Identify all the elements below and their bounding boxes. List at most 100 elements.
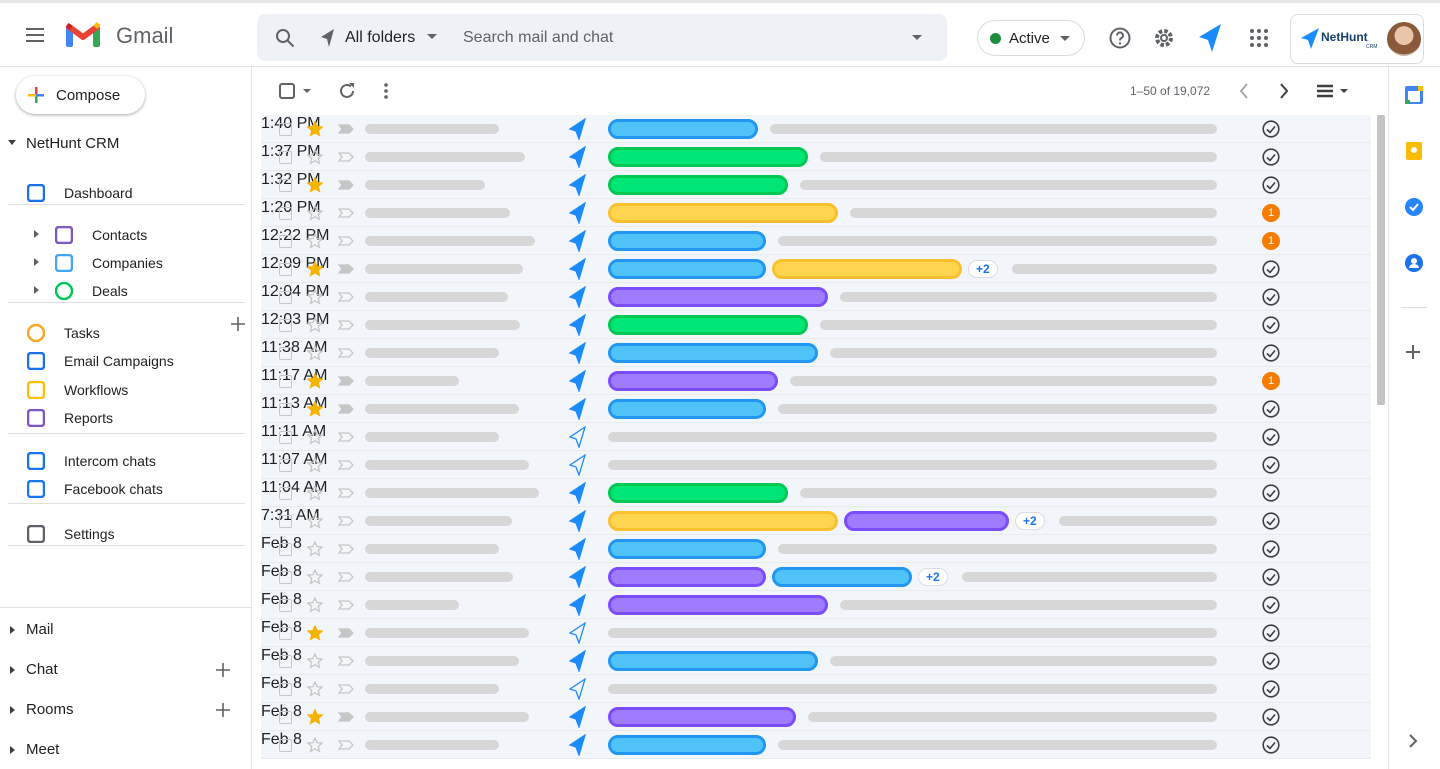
mail-row[interactable]: +2 Feb 8 — [261, 563, 1371, 591]
star[interactable] — [307, 289, 323, 305]
star[interactable] — [307, 121, 323, 137]
mail-row[interactable]: Feb 8 — [261, 703, 1371, 731]
importance-marker[interactable] — [338, 460, 354, 470]
star[interactable] — [307, 205, 323, 221]
row-checkbox[interactable] — [279, 459, 292, 472]
folder-select[interactable]: All folders — [345, 29, 416, 46]
scrollbar[interactable] — [1377, 115, 1385, 405]
settings-icon[interactable] — [1152, 26, 1176, 50]
star[interactable] — [307, 569, 323, 585]
tag-pill[interactable] — [772, 259, 962, 279]
nav-item[interactable]: Facebook chats — [64, 481, 163, 497]
importance-marker[interactable] — [338, 376, 354, 386]
tag-pill[interactable] — [608, 735, 766, 755]
expand-arrow[interactable] — [10, 746, 16, 754]
mail-row[interactable]: 11:38 AM — [261, 339, 1371, 367]
gmail-logo[interactable] — [65, 20, 101, 48]
add-addon[interactable] — [1406, 345, 1420, 359]
importance-marker[interactable] — [338, 544, 354, 554]
crm-icon[interactable] — [569, 286, 587, 308]
mail-row[interactable]: +2 12:09 PM — [261, 255, 1371, 283]
star[interactable] — [307, 233, 323, 249]
importance-marker[interactable] — [338, 656, 354, 666]
row-checkbox[interactable] — [279, 655, 292, 668]
nav-item[interactable]: Workflows — [64, 382, 129, 398]
nav-item[interactable]: Reports — [64, 410, 114, 426]
mail-row[interactable]: 1 11:17 AM — [261, 367, 1371, 395]
row-checkbox[interactable] — [279, 711, 292, 724]
star[interactable] — [307, 485, 323, 501]
tag-pill[interactable] — [608, 203, 838, 223]
crm-icon[interactable] — [569, 426, 587, 448]
nav-item[interactable]: Settings — [64, 526, 115, 542]
row-checkbox[interactable] — [279, 627, 292, 640]
importance-marker[interactable] — [338, 572, 354, 582]
search-placeholder[interactable]: Search mail and chat — [463, 29, 614, 46]
nav-item[interactable]: Contacts — [92, 227, 148, 243]
star[interactable] — [307, 429, 323, 445]
importance-marker[interactable] — [338, 488, 354, 498]
tag-pill[interactable] — [608, 287, 828, 307]
tag-pill[interactable] — [608, 707, 796, 727]
calendar-icon[interactable] — [1404, 85, 1424, 105]
add-button[interactable] — [231, 317, 245, 331]
more-tags[interactable]: +2 — [1015, 512, 1045, 530]
nav-item[interactable]: Companies — [92, 255, 163, 271]
mail-row[interactable]: Feb 8 — [261, 619, 1371, 647]
mail-row[interactable]: 1 1:20 PM — [261, 199, 1371, 227]
row-checkbox[interactable] — [279, 263, 292, 276]
star[interactable] — [307, 625, 323, 641]
star[interactable] — [307, 149, 323, 165]
tag-pill[interactable] — [608, 175, 788, 195]
importance-marker[interactable] — [338, 712, 354, 722]
tag-pill[interactable] — [608, 315, 808, 335]
nethunt-icon[interactable] — [1197, 23, 1223, 53]
row-checkbox[interactable] — [279, 571, 292, 584]
avatar[interactable] — [1387, 22, 1421, 56]
row-checkbox[interactable] — [279, 123, 292, 136]
importance-marker[interactable] — [338, 236, 354, 246]
section-header[interactable]: Rooms — [26, 701, 74, 718]
row-checkbox[interactable] — [279, 151, 292, 164]
crm-icon[interactable] — [569, 230, 587, 252]
mail-row[interactable]: Feb 8 — [261, 647, 1371, 675]
mail-row[interactable]: 11:04 AM — [261, 479, 1371, 507]
star[interactable] — [307, 737, 323, 753]
row-checkbox[interactable] — [279, 543, 292, 556]
mail-row[interactable]: 11:11 AM — [261, 423, 1371, 451]
nav-item[interactable]: Intercom chats — [64, 453, 156, 469]
tag-pill[interactable] — [608, 343, 818, 363]
importance-marker[interactable] — [338, 152, 354, 162]
importance-marker[interactable] — [338, 264, 354, 274]
section-title[interactable]: NetHunt CRM — [26, 135, 120, 152]
importance-marker[interactable] — [338, 684, 354, 694]
tag-pill[interactable] — [608, 651, 818, 671]
compose-button[interactable]: Compose — [16, 76, 145, 114]
keep-icon[interactable] — [1404, 141, 1424, 161]
row-checkbox[interactable] — [279, 739, 292, 752]
tag-pill[interactable] — [608, 259, 766, 279]
tag-pill[interactable] — [608, 539, 766, 559]
search-icon[interactable] — [275, 28, 295, 48]
mail-row[interactable]: 12:04 PM — [261, 283, 1371, 311]
section-header[interactable]: Chat — [26, 661, 58, 678]
add-button[interactable] — [216, 703, 230, 717]
star[interactable] — [307, 261, 323, 277]
importance-marker[interactable] — [338, 208, 354, 218]
search-box[interactable]: All folders Search mail and chat — [257, 14, 947, 61]
row-checkbox[interactable] — [279, 291, 292, 304]
tag-pill[interactable] — [608, 231, 766, 251]
nav-item[interactable]: Email Campaigns — [64, 353, 174, 369]
tag-pill[interactable] — [608, 567, 766, 587]
tag-pill[interactable] — [608, 511, 838, 531]
importance-marker[interactable] — [338, 180, 354, 190]
crm-icon[interactable] — [569, 146, 587, 168]
apps-icon[interactable] — [1249, 28, 1269, 48]
mail-row[interactable]: 1 12:22 PM — [261, 227, 1371, 255]
importance-marker[interactable] — [338, 404, 354, 414]
importance-marker[interactable] — [338, 628, 354, 638]
tasks-icon[interactable] — [1404, 197, 1424, 217]
star[interactable] — [307, 345, 323, 361]
nav-item[interactable]: Deals — [92, 283, 128, 299]
tag-pill[interactable] — [608, 147, 808, 167]
